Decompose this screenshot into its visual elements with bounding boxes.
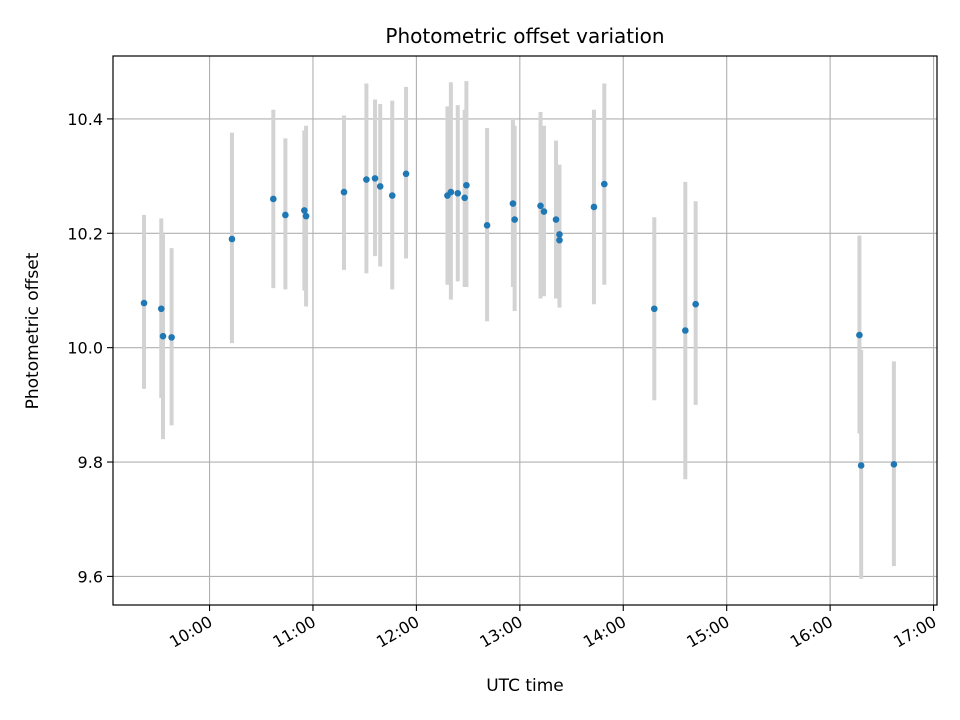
error-bars [142, 81, 896, 579]
data-point [590, 203, 598, 211]
data-point [301, 207, 308, 214]
data-point [388, 192, 396, 199]
y-tick-label: 9.6 [78, 567, 103, 586]
data-point [509, 200, 517, 207]
data-point [511, 216, 518, 223]
data-point [890, 461, 898, 468]
data-point [463, 181, 470, 189]
data-point [556, 231, 563, 238]
data-point [340, 188, 348, 196]
data-point [371, 175, 379, 182]
data-point [402, 170, 410, 178]
data-point [270, 195, 277, 203]
data-point [556, 236, 563, 244]
data-point [692, 300, 699, 308]
data-point [228, 235, 236, 243]
y-tick-label: 10.4 [67, 110, 103, 129]
grid-lines [113, 56, 937, 605]
data-point [302, 212, 310, 220]
data-point [454, 189, 462, 197]
data-point [650, 305, 658, 313]
x-axis-label: UTC time [486, 676, 564, 696]
data-point [159, 332, 167, 340]
y-tick-label: 10.0 [67, 339, 103, 358]
y-axis: 9.6 9.8 10.0 10.2 10.4 [67, 110, 113, 586]
data-point [552, 216, 560, 223]
data-points [140, 170, 898, 469]
data-point [168, 334, 175, 341]
data-point [282, 211, 289, 219]
x-tick-label: 14:00 [580, 612, 629, 652]
data-point [483, 221, 491, 229]
data-point [540, 208, 548, 215]
data-point [376, 183, 384, 190]
data-point [461, 194, 468, 202]
data-point [363, 176, 370, 183]
x-tick-label: 11:00 [270, 612, 319, 652]
y-axis-label: Photometric offset [23, 252, 43, 409]
x-axis: 10:00 11:00 12:00 13:00 14:00 15:00 16:00 17:00 [166, 605, 940, 652]
data-point [600, 180, 608, 188]
data-point [537, 202, 544, 210]
data-point [856, 331, 863, 339]
x-tick-label: 17:00 [890, 612, 939, 652]
x-tick-label: 16:00 [787, 612, 836, 652]
data-point [157, 305, 165, 313]
y-tick-label: 9.8 [78, 453, 103, 472]
x-tick-label: 13:00 [476, 612, 525, 652]
x-tick-label: 10:00 [166, 612, 215, 652]
data-point [682, 327, 689, 334]
x-tick-label: 12:00 [373, 612, 422, 652]
x-tick-label: 15:00 [683, 612, 732, 652]
chart-title: Photometric offset variation [385, 24, 664, 48]
data-point [857, 462, 865, 469]
plot-frame [112, 55, 938, 606]
y-tick-label: 10.2 [67, 224, 103, 243]
data-point [447, 188, 455, 196]
data-point [140, 299, 148, 307]
